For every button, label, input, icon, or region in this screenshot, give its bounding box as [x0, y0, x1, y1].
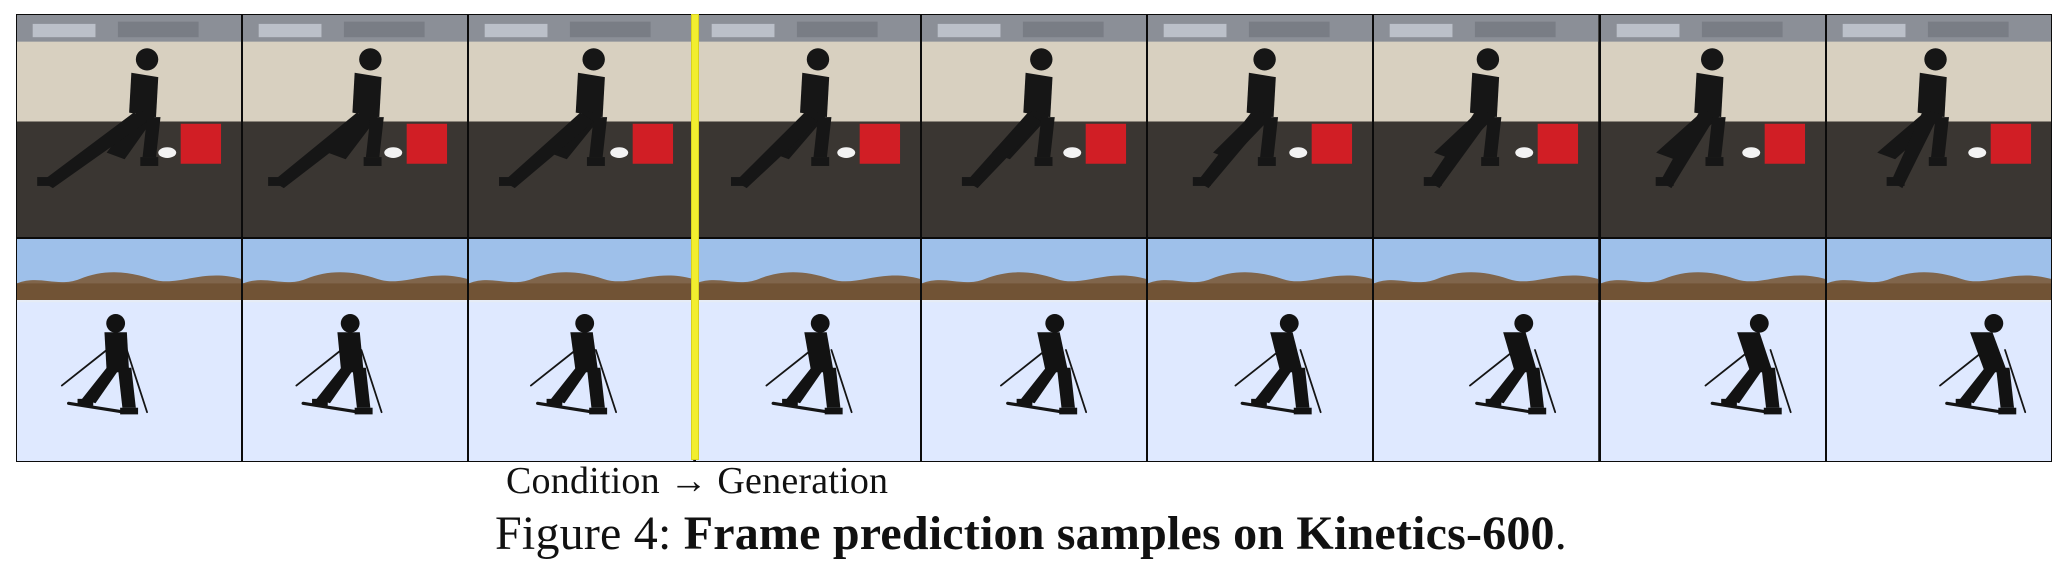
lunge-frame-2 — [243, 15, 468, 237]
lunge-frame-6 — [1148, 15, 1373, 237]
condition-generation-divider — [691, 14, 699, 460]
ski-frame-6 — [1148, 239, 1373, 461]
ski-frame-3 — [469, 239, 694, 461]
frame-prediction-grid — [16, 14, 2052, 462]
figure-caption: Figure 4: Frame prediction samples on Ki… — [0, 510, 2062, 558]
lunge-frame-9 — [1826, 15, 2051, 237]
ski-frame-7 — [1374, 239, 1599, 461]
ski-frame-1 — [17, 239, 242, 461]
figure-caption-prefix: Figure 4: — [495, 507, 672, 560]
condition-generation-label: Condition → Generation — [506, 460, 889, 502]
figure-caption-title: Frame prediction samples on Kinetics-600 — [683, 507, 1555, 560]
ski-frame-2 — [243, 239, 468, 461]
lunge-frame-8 — [1600, 15, 1825, 237]
lunge-frame-3 — [469, 15, 694, 237]
lunge-frame-5 — [921, 15, 1147, 237]
ski-frame-5 — [921, 239, 1147, 461]
ski-frame-9 — [1826, 239, 2051, 461]
ski-frame-4 — [695, 239, 920, 461]
figure-caption-suffix: . — [1554, 507, 1567, 560]
ski-frame-8 — [1600, 239, 1825, 461]
lunge-frame-7 — [1374, 15, 1599, 237]
lunge-frame-4 — [695, 15, 920, 237]
lunge-frame-1 — [17, 15, 242, 237]
